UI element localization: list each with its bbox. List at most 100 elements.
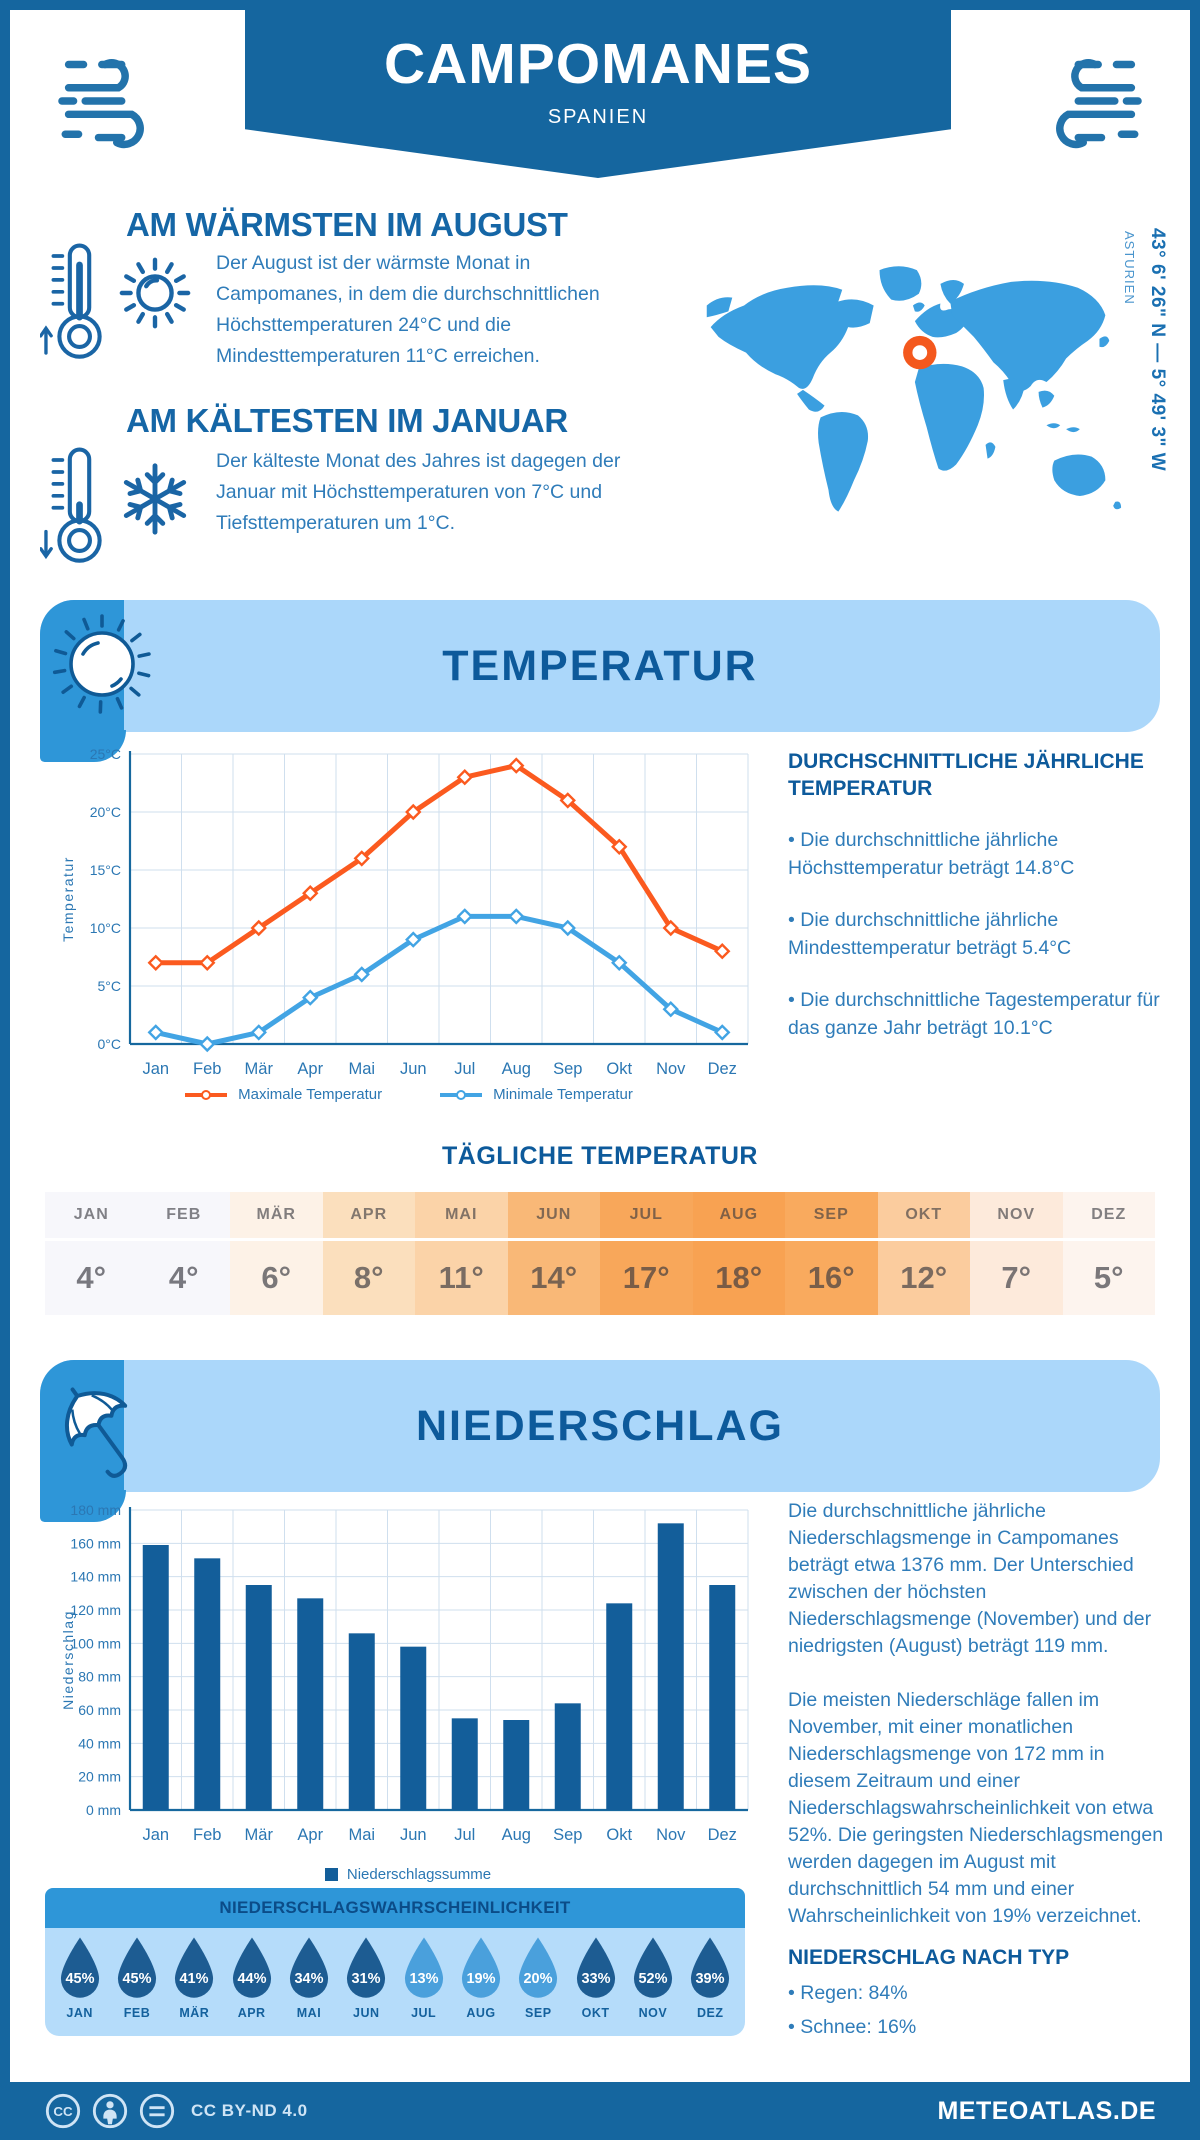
precipitation-type-title: NIEDERSCHLAG NACH TYP [788,1946,1070,1969]
stat-mean: • Die durchschnittliche Tagestemperatur … [788,989,1160,1039]
svg-text:20 mm: 20 mm [78,1769,121,1785]
precipitation-type-rain: • Regen: 84% [788,1982,908,2004]
svg-text:CC: CC [53,2104,73,2119]
world-map [706,266,1122,512]
no-derivatives-icon [139,2093,175,2129]
snowflake-icon [123,463,187,535]
temperature-stats: DURCHSCHNITTLICHE JÄHRLICHE TEMPERATUR •… [788,748,1168,1042]
daily-temp-cell: AUG 18° [692,1192,785,1315]
svg-text:Jan: Jan [142,1826,169,1844]
svg-text:Jul: Jul [454,1060,475,1078]
svg-text:10°C: 10°C [90,920,121,936]
umbrella-banner-icon [64,1387,128,1478]
thermometer-cold-icon [40,447,102,563]
svg-text:39%: 39% [696,1971,725,1987]
svg-text:0°C: 0°C [98,1036,122,1052]
precipitation-bar-chart: 0 mm 20 mm 40 mm 60 mm 80 mm 100 mm 120 mm 140 … [60,1502,749,1844]
probability-drop: 44% APR [223,1936,280,2036]
temperature-band-title: TEMPERATUR [442,642,758,690]
probability-drops: 45% JAN 45% FEB 41% MÄR 44% APR 34% MAI 31% JUN 13% J… [45,1928,745,2036]
warmest-title: AM WÄRMSTEN IM AUGUST [126,206,568,243]
temperature-band: TEMPERATUR [40,600,1160,732]
location-marker [903,335,937,370]
svg-text:Mär: Mär [245,1826,274,1844]
daily-temperature-title: TÄGLICHE TEMPERATUR [442,1142,758,1170]
cc-icon: CC [45,2093,81,2129]
probability-drop: 45% JAN [51,1936,108,2036]
svg-text:Sep: Sep [553,1060,582,1078]
precipitation-band-title: NIEDERSCHLAG [415,1402,785,1450]
svg-text:Nov: Nov [656,1826,686,1844]
thermometer-warm-icon [40,243,102,359]
svg-text:Apr: Apr [297,1060,323,1078]
svg-text:Mai: Mai [348,1826,375,1844]
svg-text:140 mm: 140 mm [70,1569,121,1585]
probability-drop: 39% DEZ [682,1936,739,2036]
precipitation-text: Die durchschnittliche jährliche Niedersc… [788,1498,1172,2042]
stat-max: • Die durchschnittliche jährliche Höchst… [788,829,1075,879]
svg-text:80 mm: 80 mm [78,1669,121,1685]
svg-text:34%: 34% [294,1971,323,1987]
probability-drop: 45% FEB [108,1936,165,2036]
svg-text:Feb: Feb [193,1826,221,1844]
svg-text:25°C: 25°C [90,746,121,762]
svg-text:40 mm: 40 mm [78,1735,121,1751]
brand-label: METEOATLAS.DE [937,2097,1156,2125]
wind-icon [1056,59,1142,149]
probability-drop: 52% NOV [624,1936,681,2036]
page-subtitle: SPANIEN [547,106,649,128]
probability-drop: 41% MÄR [166,1936,223,2036]
temperature-stats-title: DURCHSCHNITTLICHE JÄHRLICHE TEMPERATUR [788,750,1144,800]
svg-text:Okt: Okt [606,1826,632,1844]
daily-temp-cell: JAN 4° [45,1192,138,1315]
region-label: ASTURIEN [1122,231,1137,305]
svg-text:Mai: Mai [348,1060,375,1078]
legend-item: Niederschlagssumme [324,1866,491,1883]
svg-text:44%: 44% [237,1971,266,1987]
svg-text:60 mm: 60 mm [78,1702,121,1718]
page-border-right [1190,0,1200,2140]
license-row: CC CC BY-ND 4.0 [44,2082,308,2140]
probability-drop: 33% OKT [567,1936,624,2036]
daily-temp-cell: FEB 4° [137,1192,230,1315]
precipitation-chart-legend: Niederschlagssumme [58,1866,758,1883]
svg-text:Niederschlag: Niederschlag [60,1610,76,1710]
probability-drop: 31% JUN [338,1936,395,2036]
svg-text:Okt: Okt [606,1060,632,1078]
license-label: CC BY-ND 4.0 [191,2101,308,2120]
daily-temp-cell: SEP 16° [785,1192,878,1315]
probability-drop: 19% AUG [452,1936,509,2036]
precipitation-probability-panel: NIEDERSCHLAGSWAHRSCHEINLICHKEIT 45% JAN 45… [45,1888,745,2036]
svg-text:5°C: 5°C [98,978,122,994]
coldest-text: Der kälteste Monat des Jahres ist dagege… [216,450,621,534]
svg-text:Sep: Sep [553,1826,582,1844]
svg-text:Aug: Aug [502,1826,531,1844]
stat-min: • Die durchschnittliche jährliche Mindes… [788,909,1072,959]
svg-text:Dez: Dez [708,1826,737,1844]
probability-title: NIEDERSCHLAGSWAHRSCHEINLICHKEIT [45,1888,745,1928]
daily-temp-cell: JUN 14° [507,1192,600,1315]
svg-text:120 mm: 120 mm [70,1602,121,1618]
svg-text:45%: 45% [123,1971,152,1987]
sun-small-icon [119,257,191,329]
svg-text:Jun: Jun [400,1826,427,1844]
hero-banner: CAMPOMANES SPANIEN [245,10,951,178]
precipitation-paragraph-2: Die meisten Niederschläge fallen im Nove… [788,1689,1164,1927]
svg-text:Jan: Jan [142,1060,169,1078]
page-border-left [0,0,10,2140]
legend-item: Minimale Temperatur [438,1086,633,1103]
svg-text:31%: 31% [352,1971,381,1987]
precipitation-paragraph-1: Die durchschnittliche jährliche Niedersc… [788,1500,1152,1657]
svg-text:100 mm: 100 mm [70,1635,121,1651]
svg-text:Mär: Mär [245,1060,274,1078]
svg-text:20°C: 20°C [90,804,121,820]
warmest-text: Der August ist der wärmste Monat in Camp… [216,252,600,367]
band-tail [40,1490,126,1522]
probability-drop: 20% SEP [510,1936,567,2036]
svg-text:Feb: Feb [193,1060,221,1078]
svg-text:41%: 41% [180,1971,209,1987]
daily-temperature-table: JAN 4° FEB 4° MÄR 6° APR 8° MAI 11° JUN 14° JUL 17° AU… [45,1192,1155,1315]
svg-text:0 mm: 0 mm [86,1802,121,1818]
svg-text:13%: 13% [409,1971,438,1987]
